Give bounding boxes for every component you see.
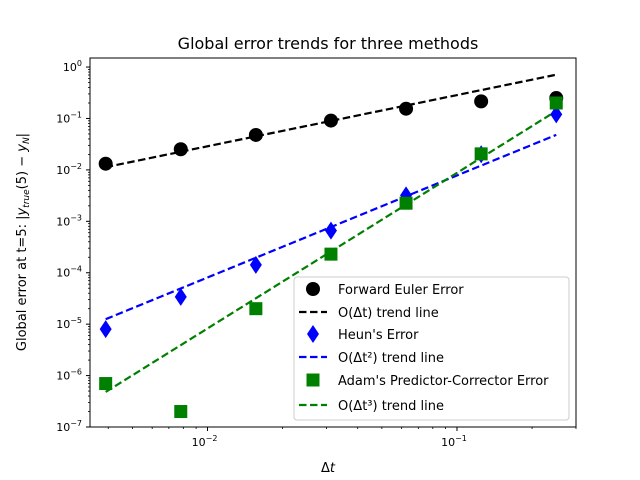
legend-label: O(Δt) trend line <box>338 306 439 321</box>
y-tick-label: 10−1 <box>56 110 82 125</box>
square-point <box>249 302 263 316</box>
y-tick-label: 10−5 <box>56 316 82 331</box>
diamond-point <box>550 105 563 124</box>
diamond-point <box>249 255 262 274</box>
legend-label: Adam's Predictor-Corrector Error <box>338 374 549 389</box>
square-point <box>99 377 113 391</box>
circle-point <box>323 113 338 128</box>
y-tick-label: 10−7 <box>56 419 82 434</box>
square-point <box>399 196 413 210</box>
y-tick-label: 10−2 <box>56 162 82 177</box>
circle-point <box>173 142 188 157</box>
circle-point <box>248 127 263 142</box>
legend-label: Forward Euler Error <box>338 283 464 298</box>
plot-frame <box>89 57 577 428</box>
chart-title: Global error trends for three methods <box>178 34 479 53</box>
circle-point <box>98 156 113 171</box>
legend-diamond-marker <box>307 325 319 343</box>
circle-point <box>474 94 489 109</box>
square-point <box>324 247 338 261</box>
legend-box <box>293 276 570 421</box>
y-tick-label: 100 <box>63 59 82 74</box>
legend-label: O(Δt²) trend line <box>338 351 444 366</box>
x-tick-label: 10−1 <box>441 434 467 449</box>
circle-point <box>399 101 414 116</box>
square-point <box>174 405 188 419</box>
legend: Forward Euler Error O(Δt) trend line Heun'… <box>293 276 570 421</box>
y-tick-label: 10−3 <box>56 213 82 228</box>
y-tick-label: 10−6 <box>56 368 82 383</box>
legend-square-marker <box>306 373 320 387</box>
diamond-point <box>324 221 337 240</box>
y-tick-label: 10−4 <box>56 265 82 280</box>
square-point <box>474 147 488 161</box>
diamond-point <box>174 287 187 306</box>
legend-label: Heun's Error <box>338 328 419 343</box>
legend-circle-marker <box>306 282 320 296</box>
data-markers <box>98 91 564 419</box>
y-axis-label: Global error at t=5: |ytrue(5) − yN| <box>15 133 32 351</box>
x-tick-label: 10−2 <box>192 434 218 449</box>
square-point <box>549 96 563 110</box>
diamond-point <box>99 320 112 339</box>
axis-ticks: 10−2 10−1 10−7 10−6 10−5 10−4 10−3 10−2 10−1 100 <box>56 59 577 449</box>
x-axis-label: Δt <box>321 461 336 476</box>
legend-label: O(Δt³) trend line <box>338 399 444 414</box>
